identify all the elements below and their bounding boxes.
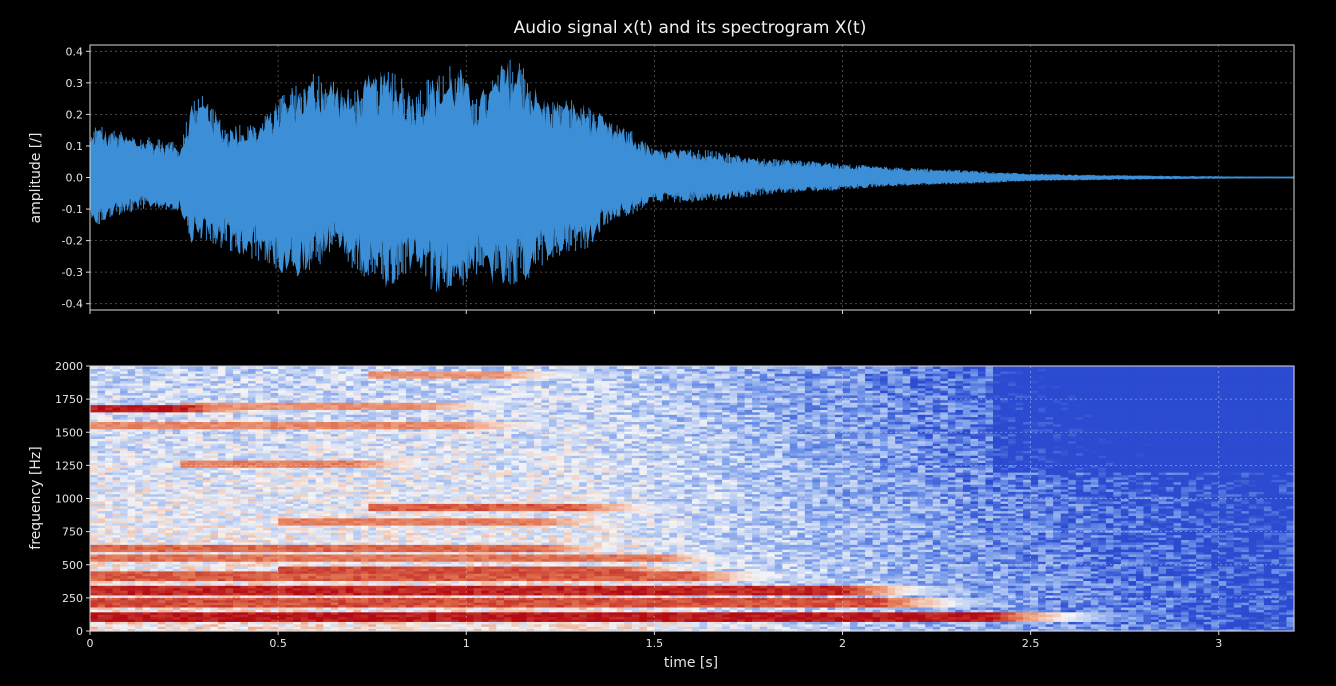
waveform-y-axis-label: amplitude [/]: [28, 132, 44, 224]
spectrogram-panel: 0 250 500 750 1000 1250 1500 1750 2000 0 0.5 1 1.5 2…: [55, 360, 1295, 650]
x-tick-label: 0: [87, 637, 94, 650]
waveform-y-tick-label: -0.1: [62, 203, 83, 216]
x-tick-label: 1: [463, 637, 470, 650]
spectrogram-y-tick-label: 750: [62, 526, 83, 539]
waveform-y-tick-label: -0.2: [62, 235, 83, 248]
waveform-y-tick-label: -0.3: [62, 266, 83, 279]
x-tick-label: 2: [839, 637, 846, 650]
waveform-y-tick-label: 0.2: [66, 108, 84, 121]
spectrogram-y-tick-label: 2000: [55, 360, 83, 373]
chart-title: Audio signal x(t) and its spectrogram X(…: [513, 18, 867, 38]
spectrogram-y-tick-label: 500: [62, 559, 83, 572]
spectrogram-y-tick-label: 1250: [55, 459, 83, 472]
x-tick-label: 0.5: [269, 637, 287, 650]
spectrogram-y-tick-label: 0: [76, 625, 83, 638]
spectrogram-x-ticks: 0 0.5 1 1.5 2 2.5 3: [87, 631, 1222, 650]
waveform-panel: -0.4 -0.3 -0.2 -0.1 0.0 0.1 0.2 0.3 0.4: [62, 44, 1295, 314]
x-axis-label: time [s]: [663, 655, 719, 671]
spectrogram-y-tick-label: 1000: [55, 493, 83, 506]
x-tick-label: 2.5: [1022, 637, 1040, 650]
waveform-y-tick-label: 0.3: [66, 77, 84, 90]
waveform-y-tick-label: 0.0: [66, 172, 84, 185]
spectrogram-y-axis-label: frequency [Hz]: [28, 446, 44, 550]
spectrogram-heatmap: [90, 366, 1295, 632]
waveform-y-tick-label: 0.1: [66, 140, 84, 153]
waveform-x-ticks: [89, 310, 1220, 314]
x-tick-label: 1.5: [646, 637, 664, 650]
waveform-y-tick-label: -0.4: [62, 298, 83, 311]
spectrogram-y-tick-label: 1750: [55, 393, 83, 406]
spectrogram-y-tick-label: 250: [62, 592, 83, 605]
x-tick-label: 3: [1215, 637, 1222, 650]
spectrogram-y-ticks: 0 250 500 750 1000 1250 1500 1750 2000: [55, 360, 90, 638]
waveform-y-tick-label: 0.4: [66, 45, 84, 58]
waveform-y-ticks: -0.4 -0.3 -0.2 -0.1 0.0 0.1 0.2 0.3 0.4: [62, 45, 90, 311]
spectrogram-y-tick-label: 1500: [55, 426, 83, 439]
